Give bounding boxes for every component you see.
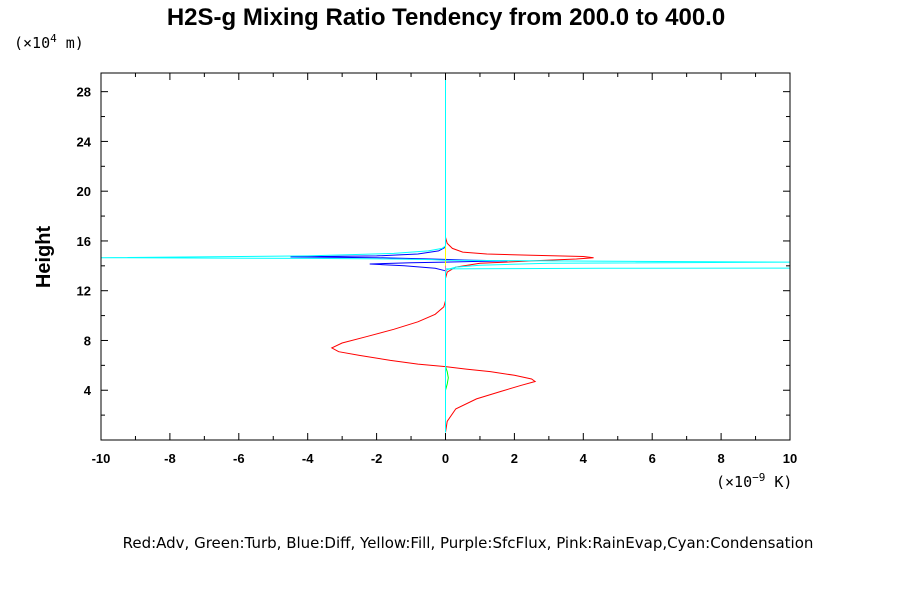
series-layer	[101, 73, 790, 433]
x-unit-prefix: (×10	[716, 473, 752, 491]
y-unit-suffix: m)	[57, 34, 84, 52]
x-tick-label: 6	[649, 451, 656, 466]
x-tick-label: -6	[233, 451, 245, 466]
chart-title: H2S-g Mixing Ratio Tendency from 200.0 t…	[167, 4, 725, 31]
y-tick-label: 8	[84, 333, 91, 348]
series-adv-line-0	[330, 237, 594, 433]
series-condensation-line-7	[445, 267, 790, 270]
y-tick-label: 12	[77, 284, 91, 299]
x-tick-label: 0	[442, 451, 449, 466]
y-tick-label: 20	[77, 184, 91, 199]
x-tick-label: -8	[164, 451, 176, 466]
y-unit-exponent: 4	[50, 32, 57, 45]
y-axis-title: Height	[33, 226, 55, 289]
series-condensation-line-6	[101, 73, 790, 433]
x-unit-exponent: −9	[752, 471, 765, 484]
y-tick-label: 24	[77, 134, 92, 149]
y-tick-label: 28	[77, 85, 91, 100]
x-tick-label: 2	[511, 451, 518, 466]
y-axis-unit: (×104 m)	[14, 32, 84, 52]
x-tick-label: 10	[783, 451, 797, 466]
y-tick-label: 16	[77, 234, 91, 249]
y-unit-prefix: (×10	[14, 34, 50, 52]
x-tick-label: -4	[302, 451, 314, 466]
x-axis-unit: (×10−9 K)	[716, 471, 792, 491]
y-tick-label: 4	[84, 383, 92, 398]
x-tick-label: 4	[580, 451, 588, 466]
x-tick-label: -10	[92, 451, 111, 466]
x-unit-suffix: K)	[765, 473, 792, 491]
x-tick-label: -2	[371, 451, 383, 466]
x-tick-label: 8	[717, 451, 724, 466]
legend-caption: Red:Adv, Green:Turb, Blue:Diff, Yellow:F…	[123, 534, 814, 552]
